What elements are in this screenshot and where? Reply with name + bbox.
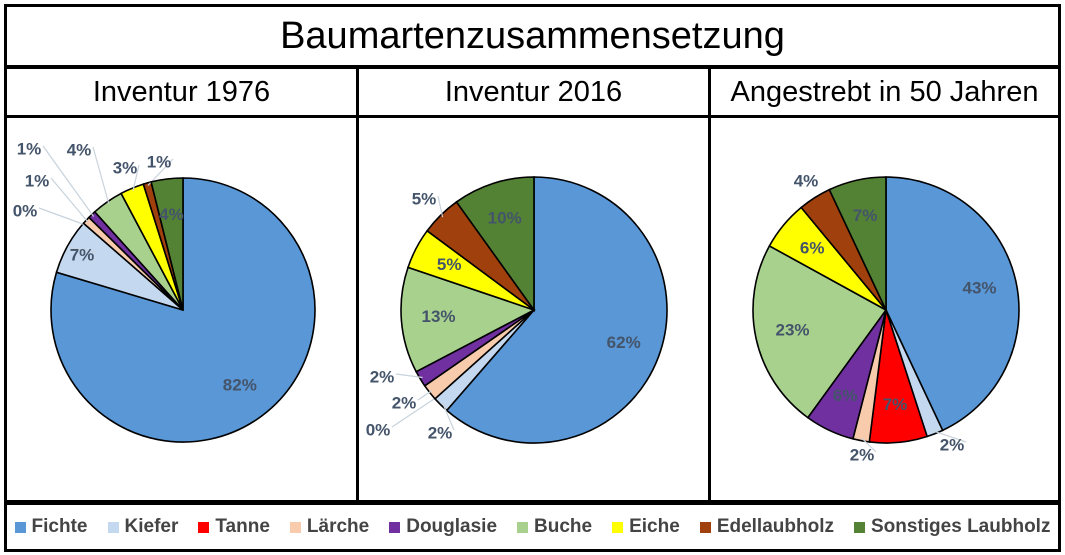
legend-label: Eiche bbox=[629, 516, 680, 537]
data-label-douglasie: 1% bbox=[17, 139, 42, 158]
legend-label: Buche bbox=[534, 516, 593, 537]
data-label-sonstiges-laubholz: 7% bbox=[853, 206, 878, 225]
panel-title-2016: Inventur 2016 bbox=[356, 66, 711, 118]
panel-body-1976: 82% 7% 0% 1% 1% 4% 3% 1% 4% bbox=[4, 116, 359, 502]
data-label-edellaubholz: 4% bbox=[794, 171, 819, 190]
leader-line bbox=[395, 373, 423, 379]
pie-slice-buche bbox=[400, 266, 537, 373]
pie-chart-target: 43% 2% 7% 2% 6% 23% 6% 4% 7% bbox=[752, 171, 1020, 464]
data-label-douglasie: 2% bbox=[370, 367, 395, 386]
legend-item-douglasie: Douglasie bbox=[389, 516, 497, 538]
legend-label: Edellaubholz bbox=[716, 516, 834, 537]
leader-line bbox=[69, 247, 97, 253]
data-label-eiche: 6% bbox=[800, 238, 825, 257]
legend-swatch bbox=[854, 521, 865, 533]
leader-line bbox=[861, 437, 877, 453]
leader-line bbox=[391, 396, 438, 428]
legend-label: Sonstiges Laubholz bbox=[871, 516, 1051, 537]
legend-swatch bbox=[517, 521, 529, 533]
pie-chart-2016: 62%2%0%2%2%13%5%5%10% bbox=[366, 176, 668, 444]
leader-line bbox=[38, 207, 86, 226]
pie-slice-sonstiges-laubholz bbox=[150, 177, 184, 311]
data-label-kiefer: 2% bbox=[940, 435, 965, 454]
leader-line bbox=[442, 402, 455, 431]
data-label-sonstiges-laubholz: 4% bbox=[159, 205, 184, 224]
legend-item-buche: Buche bbox=[517, 516, 592, 538]
legend-swatch bbox=[389, 521, 401, 533]
data-label-lärche: 2% bbox=[850, 445, 875, 464]
legend-swatch bbox=[198, 521, 210, 533]
data-label-edellaubholz: 5% bbox=[412, 189, 437, 208]
leader-line bbox=[132, 164, 140, 191]
panel-body-2016: 62% 2% 0% 2% 2% 13% 5% 5% 10% bbox=[356, 116, 711, 502]
leader-line bbox=[42, 145, 95, 217]
data-label-kiefer: 2% bbox=[428, 423, 453, 442]
panel-title-1976: Inventur 1976 bbox=[4, 66, 359, 118]
figure-title: Baumartenzusammensetzung bbox=[4, 4, 1061, 68]
panel-body-target: 43% 2% 7% 2% 6% 23% 6% 4% 7% bbox=[708, 116, 1061, 502]
leader-line bbox=[50, 177, 89, 223]
data-label-fichte: 82% bbox=[223, 376, 257, 395]
legend-item-sonstiges-laubholz: Sonstiges Laubholz bbox=[854, 516, 1050, 538]
legend-swatch bbox=[612, 521, 624, 533]
data-label-buche: 13% bbox=[421, 307, 455, 326]
pie-slice-sonstiges-laubholz bbox=[455, 176, 535, 313]
legend-item-kiefer: Kiefer bbox=[107, 516, 179, 538]
data-label-douglasie: 6% bbox=[833, 386, 858, 405]
legend-item-eiche: Eiche bbox=[612, 516, 680, 538]
data-label-tanne: 0% bbox=[366, 420, 391, 439]
data-label-eiche: 3% bbox=[113, 158, 138, 177]
legend-item-edellaubholz: Edellaubholz bbox=[699, 516, 834, 538]
legend-item-tanne: Tanne bbox=[198, 516, 270, 538]
leader-line bbox=[437, 195, 444, 218]
data-label-lärche: 2% bbox=[392, 393, 417, 412]
pie-slice-sonstiges-laubholz bbox=[828, 176, 887, 311]
panel-title-target: Angestrebt in 50 Jahren bbox=[708, 66, 1061, 118]
legend-swatch bbox=[289, 521, 301, 533]
data-label-fichte: 62% bbox=[607, 333, 641, 352]
legend-label: Tanne bbox=[215, 516, 270, 537]
pie-slice-buche bbox=[752, 244, 888, 419]
legend-label: Douglasie bbox=[406, 516, 498, 537]
leader-line bbox=[933, 430, 967, 443]
legend-item-lärche: Lärche bbox=[289, 516, 370, 538]
leader-line bbox=[92, 146, 110, 205]
pie-chart-1976: 82% 7% 0% 1% 1% 4% 3% 1% 4% bbox=[13, 139, 316, 443]
data-label-tanne: 7% bbox=[883, 395, 908, 414]
data-label-eiche: 5% bbox=[437, 255, 462, 274]
legend-label: Lärche bbox=[306, 516, 370, 537]
leader-line bbox=[417, 390, 433, 401]
pie-slice-fichte bbox=[50, 177, 316, 443]
pie-slice-fichte bbox=[885, 176, 1020, 432]
data-label-tanne: 0% bbox=[13, 201, 38, 220]
data-label-edellaubholz: 1% bbox=[147, 152, 172, 171]
data-label-kiefer: 7% bbox=[70, 245, 95, 264]
legend-swatch bbox=[107, 521, 119, 533]
legend-item-fichte: Fichte bbox=[14, 516, 88, 538]
data-label-fichte: 43% bbox=[962, 279, 996, 298]
data-label-buche: 4% bbox=[67, 140, 92, 159]
data-label-sonstiges-laubholz: 10% bbox=[488, 208, 522, 227]
data-label-lärche: 1% bbox=[25, 171, 50, 190]
legend-label: Fichte bbox=[31, 516, 88, 537]
pie-slice-fichte bbox=[445, 176, 668, 444]
legend: Fichte Kiefer Tanne Lärche Douglasie Buche Eic… bbox=[4, 502, 1061, 552]
legend-label: Kiefer bbox=[124, 516, 179, 537]
legend-swatch bbox=[699, 521, 711, 533]
legend-swatch bbox=[14, 521, 26, 533]
data-label-buche: 23% bbox=[775, 320, 809, 339]
